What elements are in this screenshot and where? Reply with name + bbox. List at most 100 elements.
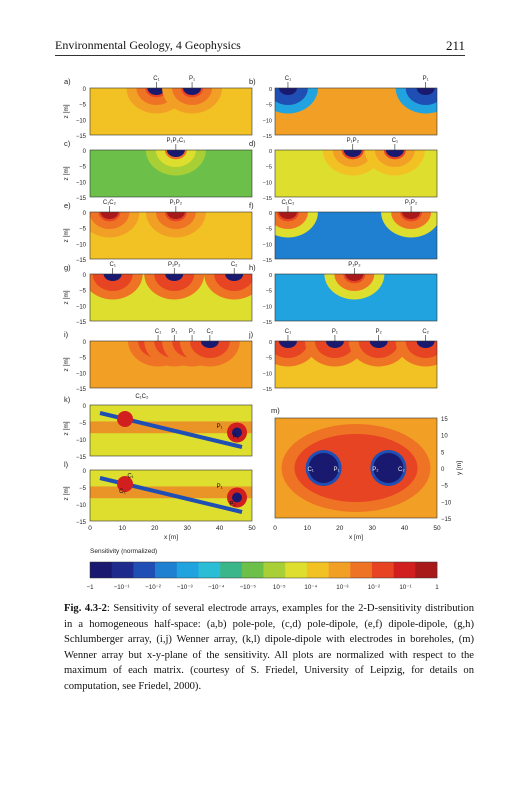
sensitivity-core [147,88,166,95]
colorbar-swatch [350,562,373,578]
sensitivity-core [416,88,435,95]
z-tick-label: −10 [76,180,87,186]
electrode-label: C₁ [155,329,161,335]
z-tick-label: −10 [76,503,87,509]
panel-letter: i) [64,330,69,339]
z-tick-label: 0 [83,87,87,93]
panel-frame [89,149,253,198]
electrode-label: P₁ [332,329,338,335]
electrode-label: C₂ [231,262,238,268]
sensitivity-core [166,212,185,219]
sensitivity-core [345,274,364,281]
electrode-label: C₁ [285,76,291,82]
z-tick-label: −5 [79,356,87,362]
sensitivity-contour [358,341,399,358]
sensitivity-core [369,341,388,348]
y-tick-label: 15 [441,417,448,423]
panel-frame [274,273,438,322]
panel-frame [89,469,253,522]
electrode-label: P₂ [372,467,379,473]
x-tick-label: 40 [401,525,409,532]
y-tick-label: 0 [441,467,445,473]
sensitivity-contour [92,274,133,291]
z-tick-label: −15 [263,134,272,140]
z-tick-label: −15 [263,387,272,393]
y-tick-label: −10 [441,500,452,506]
electrode-label: C₁ [127,474,133,480]
z-tick-label: −5 [79,227,87,233]
panel-letter: l) [64,460,69,469]
figure-caption: Fig. 4.3-2: Sensitivity of several elect… [64,601,474,694]
panel-letter: b) [249,77,256,86]
z-tick-label: −10 [263,118,272,124]
z-axis-label: z [m] [63,228,70,242]
electrode-label: P₁ [217,424,223,430]
z-tick-label: −10 [263,242,272,248]
sensitivity-core [373,453,404,483]
y-tick-label: −15 [441,517,452,523]
panel-frame [89,273,253,322]
plot-panel-g: g) C₁ P₁P₂ C₂ 0 −5 −10 −15 z [m] [63,262,253,326]
plot-panel-h: h) P₁P₂ 0 −5 −10 −15 [249,262,438,326]
y-axis-label: y [m] [456,461,463,475]
electrode-label: P₁P₂ [348,262,361,268]
colorbar-tick-label: 10⁻³ [336,584,348,591]
colorbar-swatch [155,562,178,578]
colorbar-swatch [176,562,199,578]
colorbar-swatch [111,562,134,578]
sensitivity-contour [214,274,252,291]
colorbar-swatch [198,562,221,578]
electrode-label: C₂ [422,329,429,335]
electrode-label: P₁P₂ [347,138,360,144]
colorbar-swatch [133,562,156,578]
electrode-label: C₁ [153,76,159,82]
z-tick-label: −5 [79,103,87,109]
electrode-label: P₁ [171,329,177,335]
z-tick-label: −10 [263,371,272,377]
z-tick-label: −10 [76,438,87,444]
z-axis-label: z [m] [63,290,70,304]
electrode-label: C₁ [392,138,398,144]
colorbar-swatch [90,562,112,578]
plot-panel-a: a) C₁ P₁ 0 −5 −10 −15 z [m] [63,76,253,140]
z-tick-label: −15 [76,455,87,461]
colorbar-swatch [415,562,438,578]
colorbar-tick-label: 1 [435,584,439,591]
z-tick-label: 0 [269,273,272,279]
plot-panel-e: e) C₁C₂ P₁P₂ 0 −5 −10 −15 z [m] [63,200,253,264]
z-axis-label: z [m] [63,486,70,500]
x-tick-label: 40 [216,525,224,532]
sensitivity-core [200,341,219,348]
panel-letter: k) [64,395,71,404]
z-tick-label: −15 [76,196,87,202]
electrode-label: P₁P₂ [405,200,418,206]
panel-frame [274,340,438,389]
electrode-label: C₁C₂ [135,394,149,400]
sensitivity-core [402,212,421,219]
y-tick-label: −5 [441,484,449,490]
x-axis-label: x [m] [349,534,363,541]
panel-frame [274,211,438,260]
z-tick-label: −10 [76,118,87,124]
electrode-label: C₂ [207,329,214,335]
colorbar-swatch [393,562,416,578]
electrode-label: C₁C₂ [281,200,295,206]
colorbar-tick-label: −1 [86,584,94,591]
sensitivity-figure: a) C₁ P₁0−5−10−15z [m]b) C₁ P₁0−5−10−15c) P₁P… [63,76,463,591]
panel-frame [89,211,253,260]
z-tick-label: −15 [76,320,87,326]
electrode-label: C₁ [110,262,116,268]
panel-frame [274,417,438,519]
z-axis-label: z [m] [63,357,70,371]
colorbar-swatch [220,562,243,578]
sensitivity-core [278,212,297,219]
sensitivity-core [103,274,122,281]
sensitivity-core [308,453,339,483]
sensitivity-core [278,341,297,348]
sensitivity-core [232,492,242,503]
colorbar: Sensitivity (normalized) −1 −10⁻¹ −10⁻² −10⁻… [86,548,439,591]
sensitivity-core [166,150,185,157]
sensitivity-core [100,212,119,219]
running-header: Environmental Geology, 4 Geophysics 211 [55,38,465,54]
